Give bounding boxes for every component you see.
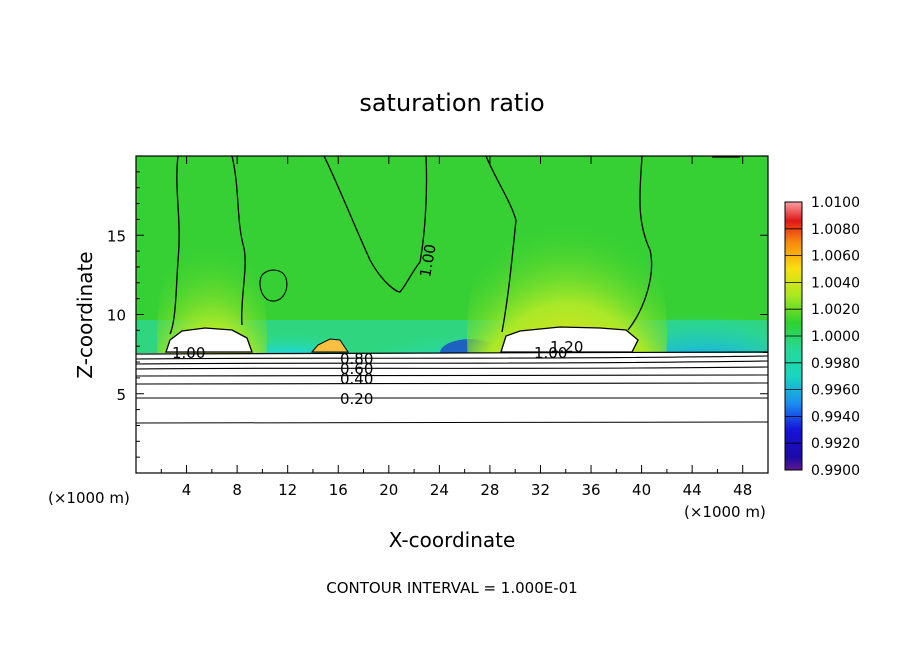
colorbar-tick-label: 0.9900: [811, 463, 860, 479]
x-tick-label: 44: [683, 481, 702, 499]
x-tick-label: 24: [430, 481, 449, 499]
colorbar-tick-label: 1.0080: [811, 222, 860, 238]
x-axis-ticks: 4 8 12 16 20 24 28 32 36 40 44 48: [160, 156, 752, 499]
heatmap-field: [136, 156, 768, 473]
x-tick-label: 28: [480, 481, 499, 499]
colorbar-tick-label: 1.0000: [811, 329, 860, 345]
colorbar-tick-label: 1.0100: [811, 195, 860, 211]
x-tick-label: 48: [733, 481, 752, 499]
x-tick-label: 16: [329, 481, 348, 499]
x-tick-label: 8: [232, 481, 242, 499]
y-tick-label: 5: [116, 386, 126, 404]
y-axis-label: Z-coordinate: [73, 251, 97, 378]
x-tick-label: 4: [182, 481, 192, 499]
contour-labels: 0.20 0.40 0.60 0.80 1.00 1.00 1.20 1.00: [172, 243, 583, 408]
chart-title: saturation ratio: [359, 89, 544, 117]
x-tick-label: 32: [531, 481, 550, 499]
colorbar-ticks: 0.9900 0.9920 0.9940 0.9960 0.9980 1.0000 1.00…: [785, 195, 860, 479]
colorbar-tick-label: 0.9940: [811, 409, 860, 425]
x-units-right: (×1000 m): [684, 503, 766, 521]
x-units-left: (×1000 m): [48, 489, 130, 507]
contour-interval-note: CONTOUR INTERVAL = 1.000E-01: [326, 579, 577, 597]
x-tick-label: 40: [632, 481, 651, 499]
y-axis-ticks: 5 10 15: [107, 171, 768, 458]
contour-label-020: 0.20: [340, 390, 373, 408]
colorbar-tick-label: 0.9960: [811, 383, 860, 399]
x-tick-label: 12: [278, 481, 297, 499]
contour-lines: [136, 351, 768, 424]
colorbar-tick-label: 1.0040: [811, 275, 860, 291]
colorbar-tick-label: 1.0020: [811, 302, 860, 318]
colorbar: 0.9900 0.9920 0.9940 0.9960 0.9980 1.0000 1.00…: [784, 195, 860, 479]
y-tick-label: 15: [107, 227, 126, 245]
colorbar-tick-label: 0.9980: [811, 356, 860, 372]
contour-label-040: 0.40: [340, 370, 373, 388]
contour-label-060: 0.60: [340, 360, 373, 378]
colorbar-tick-label: 1.0060: [811, 249, 860, 265]
contour-label-100-top: 1.00: [416, 243, 440, 279]
contour-label-100-right: 1.00: [534, 344, 567, 362]
contour-label-120: 1.20: [550, 338, 583, 356]
contour-label-080: 0.80: [340, 350, 373, 368]
x-tick-label: 20: [379, 481, 398, 499]
colorbar-tick-label: 0.9920: [811, 436, 860, 452]
x-tick-label: 36: [581, 481, 600, 499]
y-tick-label: 10: [107, 307, 126, 325]
contour-label-100-left: 1.00: [172, 344, 205, 362]
x-axis-label: X-coordinate: [389, 528, 516, 552]
